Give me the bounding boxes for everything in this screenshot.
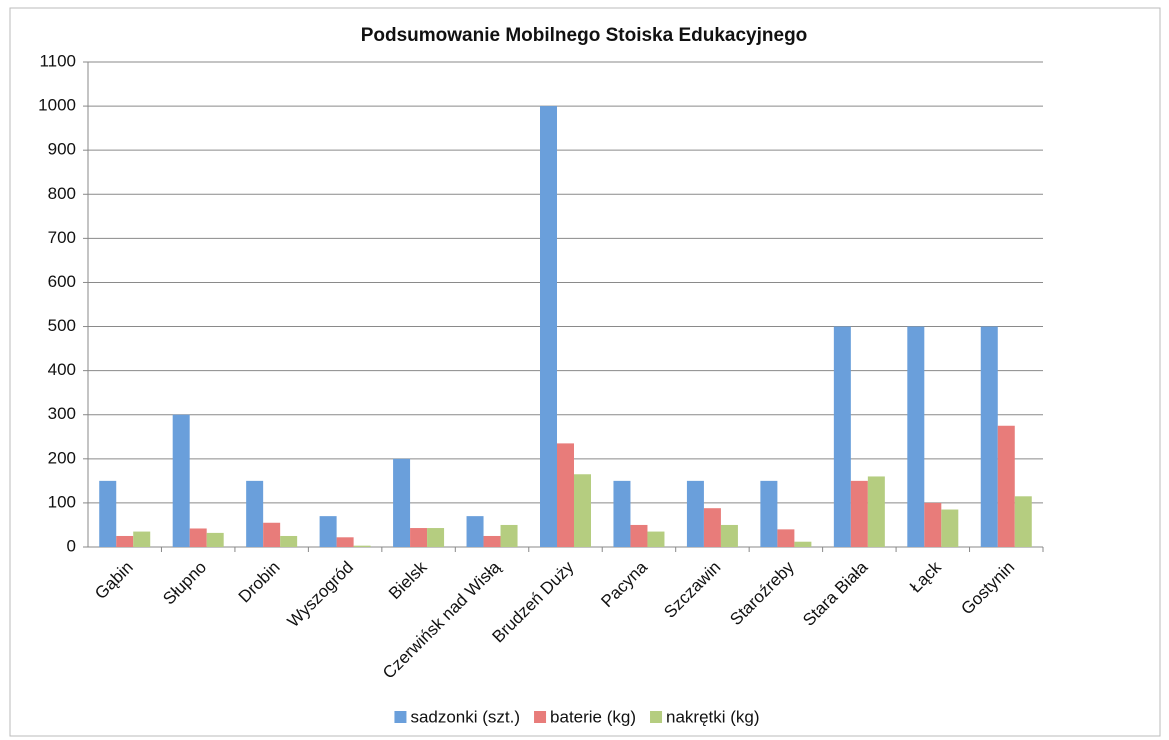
bar [466,516,484,547]
y-tick-label: 200 [48,448,76,467]
legend-swatch [534,711,547,723]
y-tick-label: 1000 [38,96,76,115]
bar [1014,496,1032,547]
y-tick-label: 600 [48,272,76,291]
bar [794,541,812,547]
bar [850,480,868,547]
bar [703,508,721,547]
bar [206,532,224,547]
bar [867,476,885,547]
chart-title: Podsumowanie Mobilnego Stoiska Edukacyjn… [361,25,808,46]
y-tick-label: 800 [48,184,76,203]
y-tick-label: 900 [48,140,76,159]
x-tick-label: Staroźreby [726,557,798,629]
bar [246,480,264,547]
y-tick-label: 700 [48,228,76,247]
bar [613,480,631,547]
bar [427,528,445,547]
x-tick-label: Pacyna [597,557,651,611]
x-tick-label: Gostynin [957,558,1018,619]
y-tick-label: 300 [48,404,76,423]
bar [393,458,411,547]
bar [410,528,428,547]
x-tick-label: Wyszogród [284,558,357,631]
bar [540,106,557,547]
x-tick-label: Bielsk [385,557,431,603]
bar [189,528,207,547]
bar [924,502,942,547]
bar [760,480,778,547]
chart-frame [9,7,1161,737]
y-tick-label: 500 [48,316,76,335]
x-tick-label: Słupno [159,558,210,609]
x-tick-label: Drobin [235,558,284,607]
x-tick-label: Stara Biała [799,557,872,630]
bar [833,326,851,547]
bar [116,535,134,547]
bar [99,480,117,547]
bar [133,531,151,547]
legend-label: baterie (kg) [550,707,636,726]
legend-label: nakrętki (kg) [666,707,760,726]
bar [263,522,281,547]
bar [483,535,501,547]
bar [720,524,738,547]
bar [336,537,354,547]
y-tick-label: 0 [67,536,76,555]
bar [980,326,998,547]
legend-swatch [394,711,407,723]
bar [280,535,298,547]
y-tick-label: 1100 [39,51,76,70]
bar [907,326,925,547]
bar [172,414,190,547]
bar [557,443,574,547]
bar [353,545,371,547]
x-tick-label: Szczawin [660,558,724,622]
x-tick-label: Gąbin [91,558,137,604]
bar [647,531,665,547]
bar [500,524,518,547]
x-tick-label: Łąck [906,557,945,596]
legend-swatch [650,711,663,723]
bar [686,480,704,547]
legend-label: sadzonki (szt.) [410,707,520,726]
bar [777,529,795,547]
y-tick-label: 400 [48,360,76,379]
bar [630,524,648,547]
bar [941,509,959,547]
bar [997,425,1015,547]
bar [319,516,337,547]
y-tick-label: 100 [48,492,76,511]
bar [574,474,591,547]
